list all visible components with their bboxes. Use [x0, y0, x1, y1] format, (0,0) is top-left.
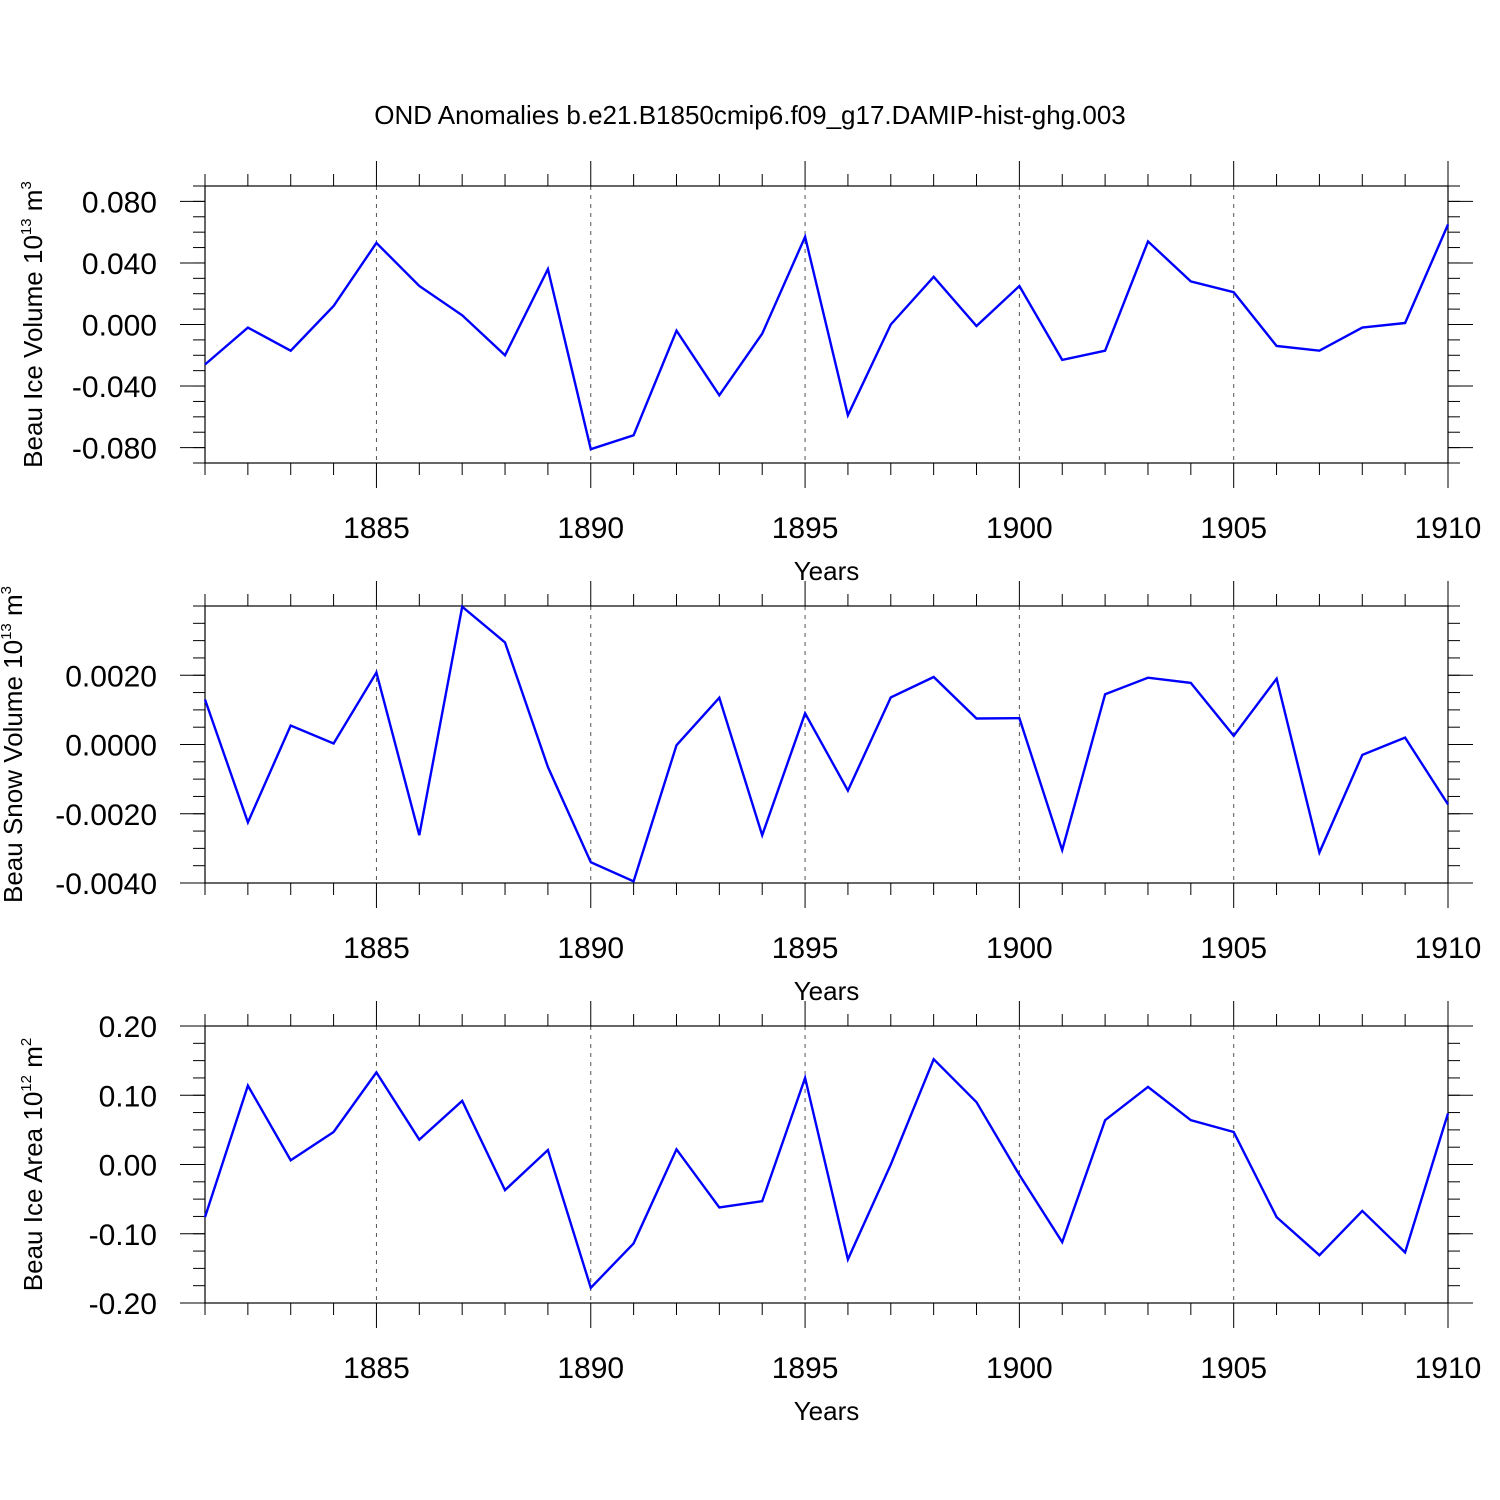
y-tick-label: -0.0020: [55, 799, 157, 832]
chart-title: OND Anomalies b.e21.B1850cmip6.f09_g17.D…: [374, 100, 1126, 130]
y-tick-label: 0.10: [99, 1080, 157, 1113]
y-tick-label: -0.0040: [55, 868, 157, 901]
y-tick-label: -0.040: [72, 371, 157, 404]
y-tick-label: 0.0020: [65, 660, 157, 693]
x-tick-label: 1885: [343, 1352, 410, 1385]
y-tick-label: 0.040: [82, 248, 157, 281]
y-axis-label-exp: 13: [18, 218, 35, 235]
y-axis-label-unit: m: [18, 1046, 48, 1075]
x-tick-label: 1885: [343, 932, 410, 965]
x-tick-label: 1890: [557, 512, 624, 545]
y-axis-label-exp: 13: [0, 623, 15, 640]
x-tick-label: 1905: [1200, 1352, 1267, 1385]
panel-3: 1885 1890 1895 1900 1905 1910 0.20 0.10 0.00 -0.1…: [18, 1001, 1481, 1426]
x-tick-label: 1890: [557, 1352, 624, 1385]
y-axis-label-unit: m: [0, 594, 28, 623]
x-tick-label: 1900: [986, 932, 1053, 965]
y-tick-label: 0.0000: [65, 730, 157, 763]
x-axis-label: Years: [794, 556, 860, 586]
series-line: [203, 604, 1450, 883]
y-axis-label: Beau Ice Area 1012 m2: [18, 1038, 48, 1291]
panel-1: 1885 1890 1895 1900 1905 1910 0.080 0.040 0.000 -…: [18, 161, 1481, 586]
y-axis-label-unit-exp: 3: [0, 586, 15, 594]
x-tick-label: 1895: [772, 932, 839, 965]
y-axis-label: Beau Snow Volume 1013 m3: [0, 586, 28, 903]
y-axis-label-unit-exp: 3: [18, 181, 35, 189]
y-tick-label: -0.10: [89, 1219, 157, 1252]
x-tick-label: 1890: [557, 932, 624, 965]
y-axis-label-exp: 12: [18, 1075, 35, 1092]
y-axis-label-text: Beau Snow Volume 10: [0, 640, 28, 903]
y-axis-label: Beau Ice Volume 1013 m3: [18, 181, 48, 468]
y-tick-label: 0.080: [82, 186, 157, 219]
plot-frame: [204, 605, 1449, 884]
y-tick-label: -0.20: [89, 1288, 157, 1321]
series-line: [204, 224, 1450, 451]
x-axis-label: Years: [794, 976, 860, 1006]
x-axis-label: Years: [794, 1396, 860, 1426]
y-axis-label-unit: m: [18, 190, 48, 219]
y-axis-label-text: Beau Ice Area 10: [18, 1092, 48, 1291]
x-tick-label: 1885: [343, 512, 410, 545]
x-tick-label: 1910: [1415, 932, 1482, 965]
x-tick-label: 1905: [1200, 512, 1267, 545]
y-axis-label-text: Beau Ice Volume 10: [18, 235, 48, 468]
x-tick-label: 1905: [1200, 932, 1267, 965]
x-tick-label: 1895: [772, 1352, 839, 1385]
panel-2: 1885 1890 1895 1900 1905 1910 0.0020 0.0000 -0.0…: [0, 581, 1481, 1006]
y-tick-label: 0.20: [99, 1011, 157, 1044]
x-tick-label: 1910: [1415, 512, 1482, 545]
x-tick-label: 1900: [986, 512, 1053, 545]
panels: 1885 1890 1895 1900 1905 1910 0.080 0.040 0.000 -…: [0, 161, 1481, 1426]
x-tick-label: 1895: [772, 512, 839, 545]
y-axis-label-unit-exp: 2: [18, 1038, 35, 1046]
x-tick-label: 1900: [986, 1352, 1053, 1385]
series-line: [203, 1057, 1450, 1291]
x-tick-label: 1910: [1415, 1352, 1482, 1385]
y-tick-label: 0.00: [99, 1150, 157, 1183]
y-tick-label: -0.080: [72, 433, 157, 466]
y-tick-label: 0.000: [82, 310, 157, 343]
